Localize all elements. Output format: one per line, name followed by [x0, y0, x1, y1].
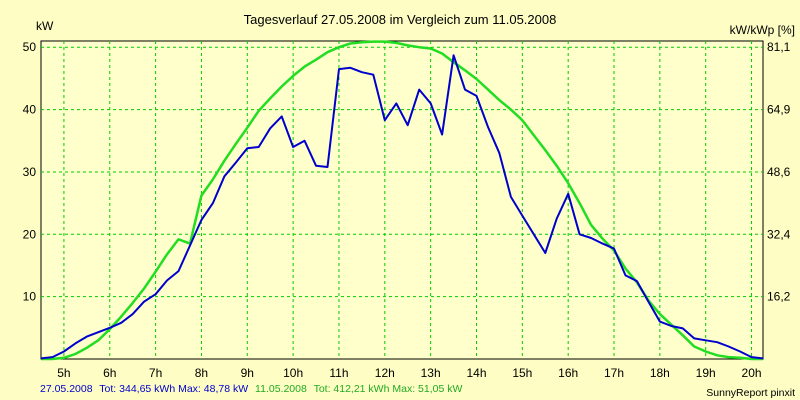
y-left-tick-label: 30: [23, 165, 37, 179]
x-tick-label: 16h: [558, 366, 578, 380]
y-right-tick-label: 48,6: [767, 165, 791, 179]
x-tick-label: 15h: [512, 366, 532, 380]
x-tick-label: 20h: [742, 366, 762, 380]
y-right-tick-label: 64,9: [767, 103, 791, 117]
y-left-tick-label: 50: [23, 40, 37, 54]
series-line-27.05.2008: [40, 54, 764, 360]
grid-lines: [41, 41, 763, 359]
x-tick-label: 12h: [375, 366, 395, 380]
credit-text: SunnyReport pinxit: [706, 387, 795, 399]
series1-stats: Tot: 344,65 kWh Max: 48,78 kW: [99, 383, 248, 395]
x-tick-label: 18h: [650, 366, 670, 380]
x-tick-label: 9h: [241, 366, 254, 380]
y-left-tick-label: 40: [23, 103, 37, 117]
series-lines: [40, 40, 764, 361]
y-left-tick-label: 10: [23, 290, 37, 304]
x-tick-label: 11h: [329, 366, 348, 380]
right-axis-unit: kW/kWp [%]: [730, 23, 795, 37]
y-right-tick-label: 81,1: [767, 40, 791, 54]
left-axis-unit: kW: [36, 19, 54, 33]
y-right-tick-label: 16,2: [767, 290, 791, 304]
series1-label: 27.05.2008: [40, 383, 93, 395]
x-tick-label: 6h: [103, 366, 116, 380]
series2-label: 11.05.2008: [255, 383, 307, 395]
x-tick-label: 13h: [421, 366, 441, 380]
axis-ticks: 5h 6h 7h 8h 9h 10h 11h 12h 13h 14h 15h 16h 17h 18h 19h…: [23, 40, 791, 380]
series2-stats: Tot: 412,21 kWh Max: 51,05 kW: [314, 383, 463, 395]
x-tick-label: 17h: [604, 366, 624, 380]
x-tick-label: 19h: [696, 366, 716, 380]
legend-footer: 27.05.2008 Tot: 344,65 kWh Max: 48,78 kW…: [40, 383, 462, 395]
x-tick-label: 5h: [57, 366, 70, 380]
plot-area: [40, 40, 764, 360]
chart-title: Tagesverlauf 27.05.2008 im Vergleich zum…: [244, 12, 557, 27]
x-tick-label: 8h: [195, 366, 208, 380]
y-left-tick-label: 20: [23, 227, 37, 241]
x-tick-label: 7h: [149, 366, 162, 380]
y-right-tick-label: 32,4: [767, 227, 791, 241]
x-tick-label: 14h: [466, 366, 486, 380]
x-tick-label: 10h: [283, 366, 303, 380]
